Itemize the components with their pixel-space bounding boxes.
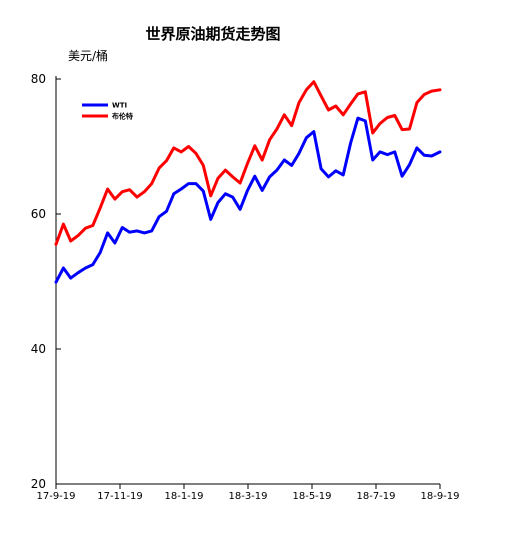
x-tick-label: 18-1-19 — [164, 491, 203, 502]
legend-label: 布伦特 — [112, 112, 133, 121]
x-tick-label: 17-11-19 — [97, 491, 142, 502]
series-line-1 — [54, 80, 442, 246]
x-tick-label: 18-3-19 — [228, 491, 267, 502]
series-line-0 — [54, 116, 442, 284]
x-tick-label: 17-9-19 — [36, 491, 75, 502]
y-tick-label: 80 — [31, 72, 46, 86]
y-tick-label: 20 — [31, 477, 46, 491]
chart-title: 世界原油期货走势图 — [145, 25, 280, 43]
y-axis-unit-label: 美元/桶 — [68, 48, 108, 63]
y-tick-label: 40 — [31, 342, 46, 356]
x-tick-label: 18-9-19 — [420, 491, 459, 502]
x-tick-label: 18-7-19 — [356, 491, 395, 502]
x-tick-label: 18-5-19 — [292, 491, 331, 502]
legend-label: WTI — [112, 102, 127, 110]
y-tick-label: 60 — [31, 207, 46, 221]
